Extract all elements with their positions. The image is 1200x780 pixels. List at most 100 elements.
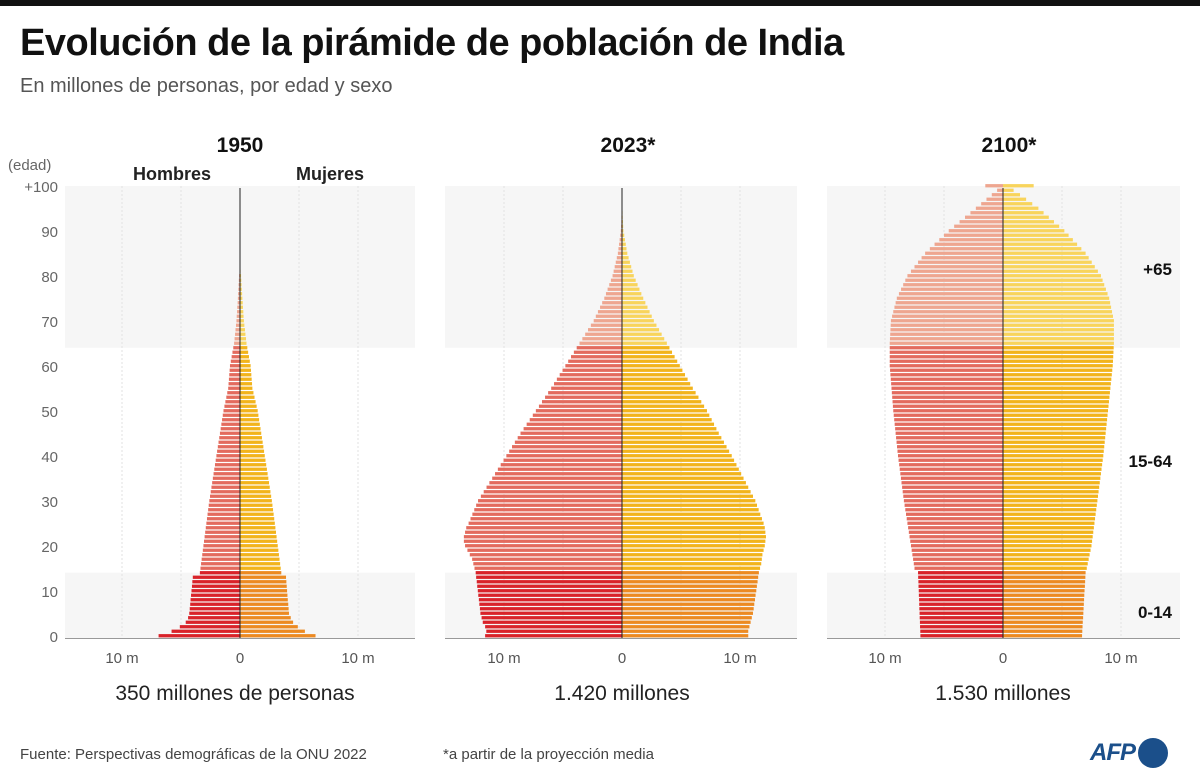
bar-female-age-80 (240, 274, 242, 278)
bar-male-age-4 (188, 616, 240, 620)
bar-female-age-100 (1003, 184, 1034, 188)
bar-female-age-54 (622, 391, 696, 395)
bar-male-age-83 (918, 260, 1003, 264)
bar-female-age-17 (1003, 557, 1089, 561)
bar-male-age-46 (895, 427, 1003, 431)
bar-female-age-59 (1003, 368, 1113, 372)
bar-female-age-16 (240, 562, 281, 566)
bar-female-age-62 (240, 355, 249, 359)
x-tick-label: 10 m (1104, 650, 1137, 667)
bar-male-age-73 (600, 305, 622, 309)
bar-female-age-18 (622, 553, 763, 557)
bar-female-age-27 (622, 512, 761, 516)
bar-female-age-91 (622, 224, 624, 228)
bar-female-age-8 (622, 598, 755, 602)
bar-male-age-78 (238, 283, 240, 287)
bar-female-age-53 (1003, 395, 1110, 399)
bar-female-age-33 (240, 485, 270, 489)
bar-male-age-10 (191, 589, 240, 593)
bar-male-age-12 (192, 580, 240, 584)
bar-female-age-73 (240, 305, 243, 309)
bar-male-age-37 (899, 467, 1003, 471)
bar-male-age-41 (509, 449, 622, 453)
bar-male-age-72 (597, 310, 622, 314)
bar-female-age-50 (1003, 409, 1109, 413)
bar-male-age-53 (226, 395, 240, 399)
bar-female-age-67 (240, 332, 246, 336)
bar-female-age-51 (240, 404, 257, 408)
bar-female-age-46 (1003, 427, 1107, 431)
bar-male-age-34 (489, 481, 622, 485)
bar-female-age-3 (1003, 620, 1083, 624)
bar-female-age-37 (1003, 467, 1102, 471)
bar-female-age-5 (622, 611, 753, 615)
bar-male-age-88 (939, 238, 1003, 242)
bar-female-age-30 (1003, 499, 1098, 503)
bar-male-age-22 (204, 535, 240, 539)
bar-male-age-50 (223, 409, 240, 413)
bar-female-age-86 (1003, 247, 1082, 251)
bar-male-age-33 (486, 485, 622, 489)
bar-female-age-7 (622, 602, 755, 606)
bar-female-age-36 (240, 472, 268, 476)
bar-female-age-14 (1003, 571, 1086, 575)
bar-female-age-0 (240, 634, 316, 638)
bar-male-age-75 (604, 296, 622, 300)
bar-male-age-39 (898, 458, 1003, 462)
bar-male-age-29 (904, 503, 1003, 507)
bar-male-age-38 (899, 463, 1003, 467)
bar-female-age-46 (622, 427, 717, 431)
bar-female-age-33 (622, 485, 749, 489)
bar-male-age-27 (906, 512, 1003, 516)
bar-male-age-61 (230, 359, 240, 363)
bar-male-age-3 (482, 620, 622, 624)
bar-male-age-29 (208, 503, 240, 507)
bar-male-age-19 (467, 548, 622, 552)
bar-female-age-48 (240, 418, 260, 422)
bar-male-age-44 (517, 436, 622, 440)
bar-male-age-47 (221, 422, 240, 426)
bar-female-age-31 (1003, 494, 1098, 498)
bar-male-age-14 (199, 571, 240, 575)
bar-female-age-87 (1003, 242, 1078, 246)
bar-male-age-27 (207, 512, 240, 516)
bar-male-age-46 (523, 427, 622, 431)
y-axis-label: (edad) (8, 157, 51, 174)
bar-male-age-90 (948, 229, 1003, 233)
bar-female-age-14 (240, 571, 282, 575)
bar-female-age-12 (240, 580, 287, 584)
y-tick-label: +100 (24, 179, 58, 196)
bar-female-age-55 (240, 386, 253, 390)
bar-female-age-47 (1003, 422, 1107, 426)
bar-male-age-23 (205, 530, 240, 534)
bar-male-age-20 (910, 544, 1003, 548)
bar-male-age-81 (613, 269, 622, 273)
bar-male-age-85 (617, 251, 622, 255)
y-tick-label: 40 (41, 449, 58, 466)
bar-female-age-74 (1003, 301, 1111, 305)
bar-male-age-89 (944, 233, 1003, 237)
bar-male-age-75 (896, 296, 1003, 300)
bar-female-age-3 (622, 620, 751, 624)
bar-female-age-80 (622, 274, 634, 278)
bar-male-age-32 (210, 490, 240, 494)
bar-male-age-38 (500, 463, 622, 467)
bar-male-age-19 (911, 548, 1003, 552)
bar-female-age-8 (1003, 598, 1085, 602)
x-tick-label: 10 m (723, 650, 756, 667)
bar-female-age-20 (622, 544, 765, 548)
bar-male-age-7 (190, 602, 240, 606)
bar-female-age-54 (1003, 391, 1110, 395)
bar-female-age-88 (622, 238, 625, 242)
bar-female-age-69 (1003, 323, 1114, 327)
bar-female-age-30 (240, 499, 272, 503)
bar-female-age-45 (1003, 431, 1106, 435)
bar-female-age-6 (1003, 607, 1084, 611)
bar-male-age-24 (205, 526, 240, 530)
bar-male-age-34 (212, 481, 240, 485)
bar-female-age-43 (240, 440, 263, 444)
bar-female-age-79 (1003, 278, 1103, 282)
bar-male-age-11 (191, 584, 240, 588)
bar-male-age-61 (889, 359, 1003, 363)
bar-male-age-63 (889, 350, 1003, 354)
